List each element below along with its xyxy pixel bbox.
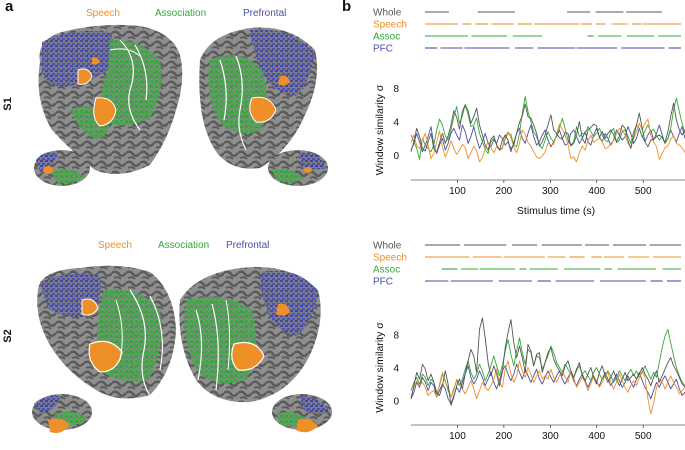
roi-label-association: Association bbox=[155, 8, 207, 19]
x-tick-label: 500 bbox=[635, 186, 652, 197]
s1-right-inflated bbox=[268, 150, 328, 186]
roi-label-speech: Speech bbox=[86, 8, 120, 19]
x-tick-label: 100 bbox=[449, 431, 466, 442]
raster-label-whole: Whole bbox=[373, 241, 402, 252]
y-axis-label: Window similarity σ bbox=[374, 322, 386, 413]
raster-label-assoc: Assoc bbox=[373, 32, 400, 43]
series-line-speech bbox=[410, 118, 685, 163]
s1-left-inflated bbox=[34, 150, 90, 186]
x-tick-label: 500 bbox=[635, 431, 652, 442]
x-axis-label: Stimulus time (s) bbox=[517, 205, 595, 217]
s2-left-inflated bbox=[32, 394, 92, 433]
y-tick-label: 8 bbox=[393, 331, 399, 342]
s2-right-inflated bbox=[272, 394, 332, 433]
series-line-whole bbox=[410, 102, 685, 154]
s1-right-flatmap bbox=[199, 27, 318, 169]
raster-label-pfc: PFC bbox=[373, 44, 393, 55]
roi-label-prefrontal: Prefrontal bbox=[243, 8, 287, 19]
s2-left-flatmap bbox=[37, 265, 177, 399]
series-line-whole bbox=[410, 317, 685, 406]
x-tick-label: 100 bbox=[449, 186, 466, 197]
y-axis-label: Window similarity σ bbox=[374, 84, 386, 175]
x-tick-label: 400 bbox=[588, 186, 605, 197]
y-tick-label: 0 bbox=[393, 397, 399, 408]
s2-right-flatmap bbox=[179, 266, 321, 403]
y-tick-label: 4 bbox=[393, 118, 399, 129]
series-line-pfc bbox=[410, 124, 685, 154]
y-tick-label: 4 bbox=[393, 364, 399, 375]
raster-label-speech: Speech bbox=[373, 20, 407, 31]
series-line-assoc bbox=[410, 95, 685, 160]
panel-letter-a: a bbox=[5, 0, 14, 15]
raster-label-speech: Speech bbox=[373, 253, 407, 264]
y-tick-label: 0 bbox=[393, 151, 399, 162]
raster-label-whole: Whole bbox=[373, 8, 402, 19]
s1-left-flatmap bbox=[38, 24, 183, 174]
series-line-pfc bbox=[410, 363, 685, 405]
roi-label-prefrontal-s2: Prefrontal bbox=[226, 240, 270, 251]
series-line-assoc bbox=[410, 329, 685, 398]
y-tick-label: 8 bbox=[393, 84, 399, 95]
x-tick-label: 400 bbox=[588, 431, 605, 442]
roi-label-speech-s2: Speech bbox=[98, 240, 132, 251]
series-line-speech bbox=[410, 360, 685, 415]
x-tick-label: 300 bbox=[542, 186, 559, 197]
x-tick-label: 200 bbox=[496, 431, 513, 442]
x-tick-label: 200 bbox=[496, 186, 513, 197]
raster-label-assoc: Assoc bbox=[373, 265, 400, 276]
x-tick-label: 300 bbox=[542, 431, 559, 442]
raster-label-pfc: PFC bbox=[373, 277, 393, 288]
brain-maps-figure bbox=[32, 24, 332, 433]
roi-label-association-s2: Association bbox=[158, 240, 210, 251]
panel-letter-b: b bbox=[342, 0, 352, 15]
